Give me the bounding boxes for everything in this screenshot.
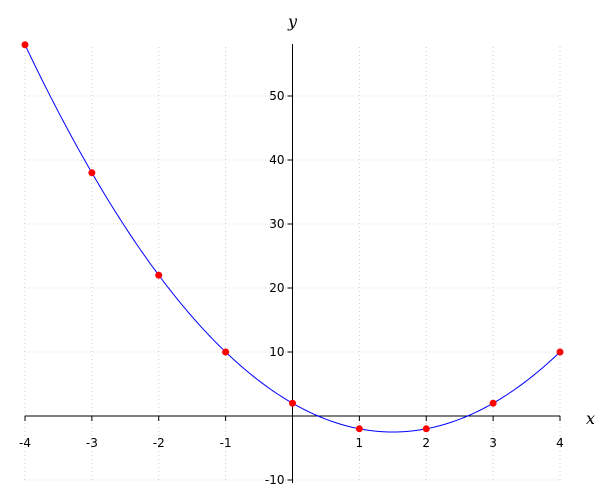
y-tick-label: 30 [269, 217, 284, 231]
data-point [355, 425, 363, 433]
x-tick-label: 1 [356, 436, 364, 450]
x-tick-label: 2 [422, 436, 430, 450]
y-tick-label: 40 [269, 153, 284, 167]
data-point [222, 348, 230, 356]
data-points [21, 41, 564, 433]
tick-labels: -4 -3 -2 -1 1 2 3 4 -10 10 20 30 40 50 [19, 89, 564, 487]
x-tick-label: -4 [19, 436, 31, 450]
y-tick-label: 10 [269, 345, 284, 359]
y-tick-label: -10 [265, 473, 285, 487]
data-point [289, 399, 296, 407]
data-point [155, 271, 163, 279]
grid [24, 44, 561, 481]
y-tick-label: 20 [269, 281, 284, 295]
data-point [88, 169, 96, 177]
data-point [489, 399, 497, 407]
axes [24, 44, 561, 483]
x-tick-label: -3 [86, 436, 98, 450]
x-axis-label: x [586, 409, 595, 428]
x-tick-label: -1 [220, 436, 232, 450]
y-axis-label: y [287, 12, 298, 31]
x-tick-label: 4 [556, 436, 564, 450]
x-tick-label: -2 [153, 436, 165, 450]
x-tick-label: 3 [489, 436, 497, 450]
y-tick-label: 50 [269, 89, 284, 103]
data-point [422, 425, 430, 433]
data-point [556, 348, 564, 356]
data-point [21, 41, 29, 49]
